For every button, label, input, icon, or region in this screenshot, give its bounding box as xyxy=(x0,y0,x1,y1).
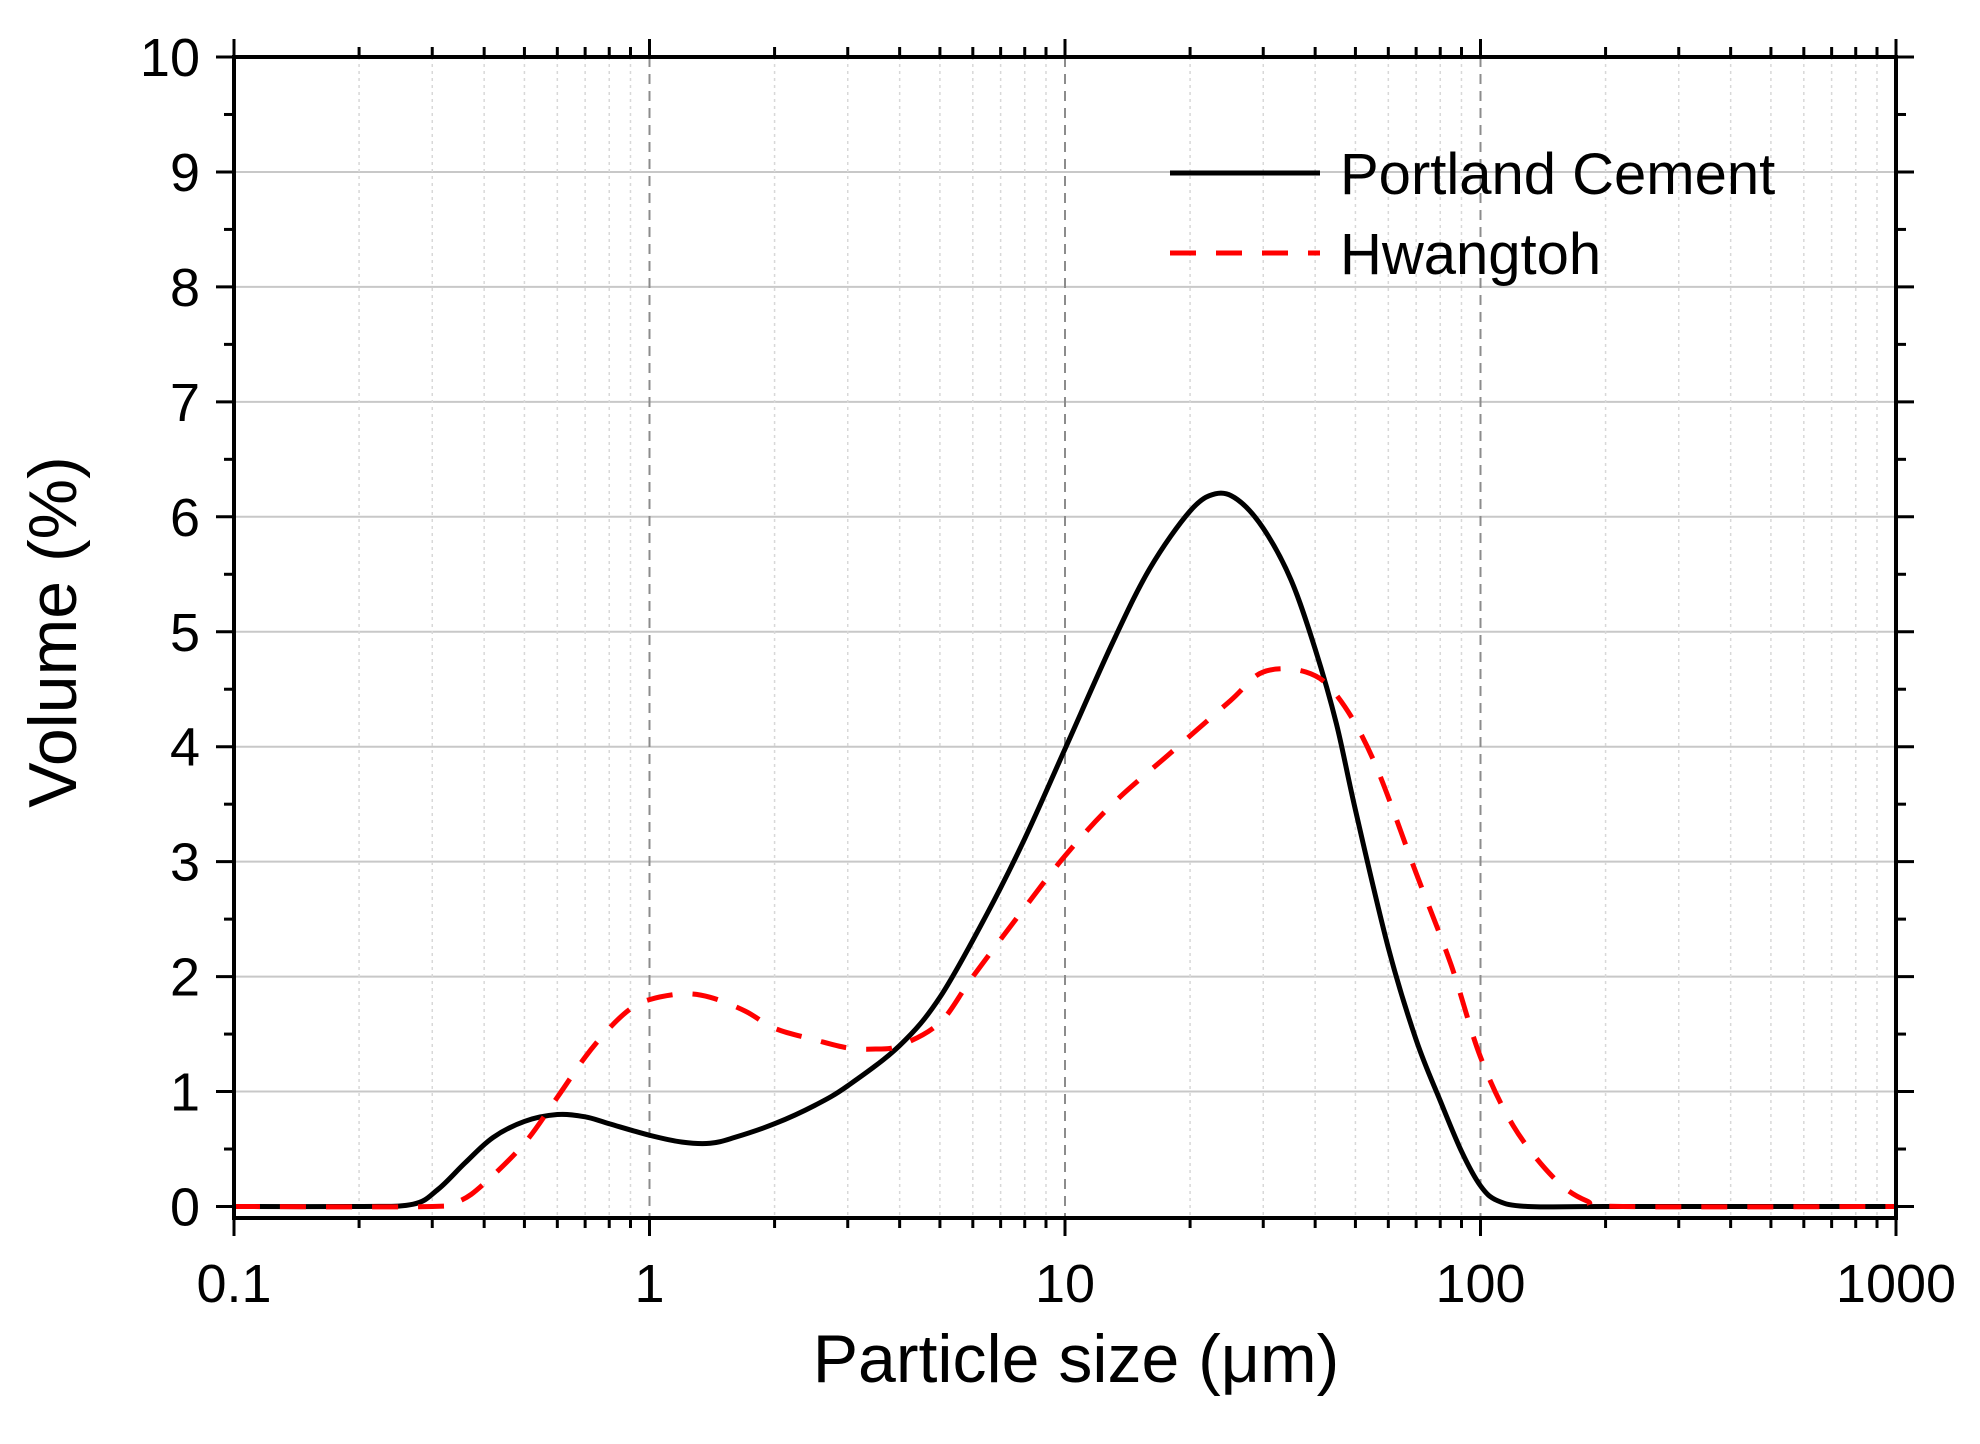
x-axis-title: Particle size (μm) xyxy=(813,1321,1340,1397)
y-tick-label: 9 xyxy=(170,143,200,203)
y-tick-label: 5 xyxy=(170,603,200,663)
series-layer xyxy=(233,490,1897,1210)
y-tick-label: 3 xyxy=(170,833,200,893)
x-tick-label: 10 xyxy=(1035,1254,1095,1314)
y-tick-label: 0 xyxy=(170,1178,200,1238)
y-tick-label: 8 xyxy=(170,258,200,318)
legend-label-portland-cement: Portland Cement xyxy=(1340,142,1775,207)
y-tick-label: 2 xyxy=(170,948,200,1008)
y-tick-label: 1 xyxy=(170,1063,200,1123)
y-tick-label: 10 xyxy=(140,28,200,88)
y-tick-label: 7 xyxy=(170,373,200,433)
grid xyxy=(234,57,1896,1218)
tick-labels: 0 1 2 3 4 5 6 7 8 9 10 0.1 1 10 100 1000 xyxy=(140,28,1956,1314)
legend: Portland Cement Hwangtoh xyxy=(1170,142,1775,287)
series-line-hwangtoh xyxy=(233,666,1897,1210)
x-tick-label: 100 xyxy=(1435,1254,1525,1314)
ticks xyxy=(216,39,1914,1236)
x-tick-label: 1000 xyxy=(1836,1254,1956,1314)
series-line-portland-cement xyxy=(233,490,1896,1210)
x-tick-label: 1 xyxy=(634,1254,664,1314)
legend-label-hwangtoh: Hwangtoh xyxy=(1340,222,1601,287)
y-axis-title: Volume (%) xyxy=(15,456,91,807)
x-tick-label: 0.1 xyxy=(196,1254,271,1314)
y-tick-label: 4 xyxy=(170,718,200,778)
y-tick-label: 6 xyxy=(170,488,200,548)
